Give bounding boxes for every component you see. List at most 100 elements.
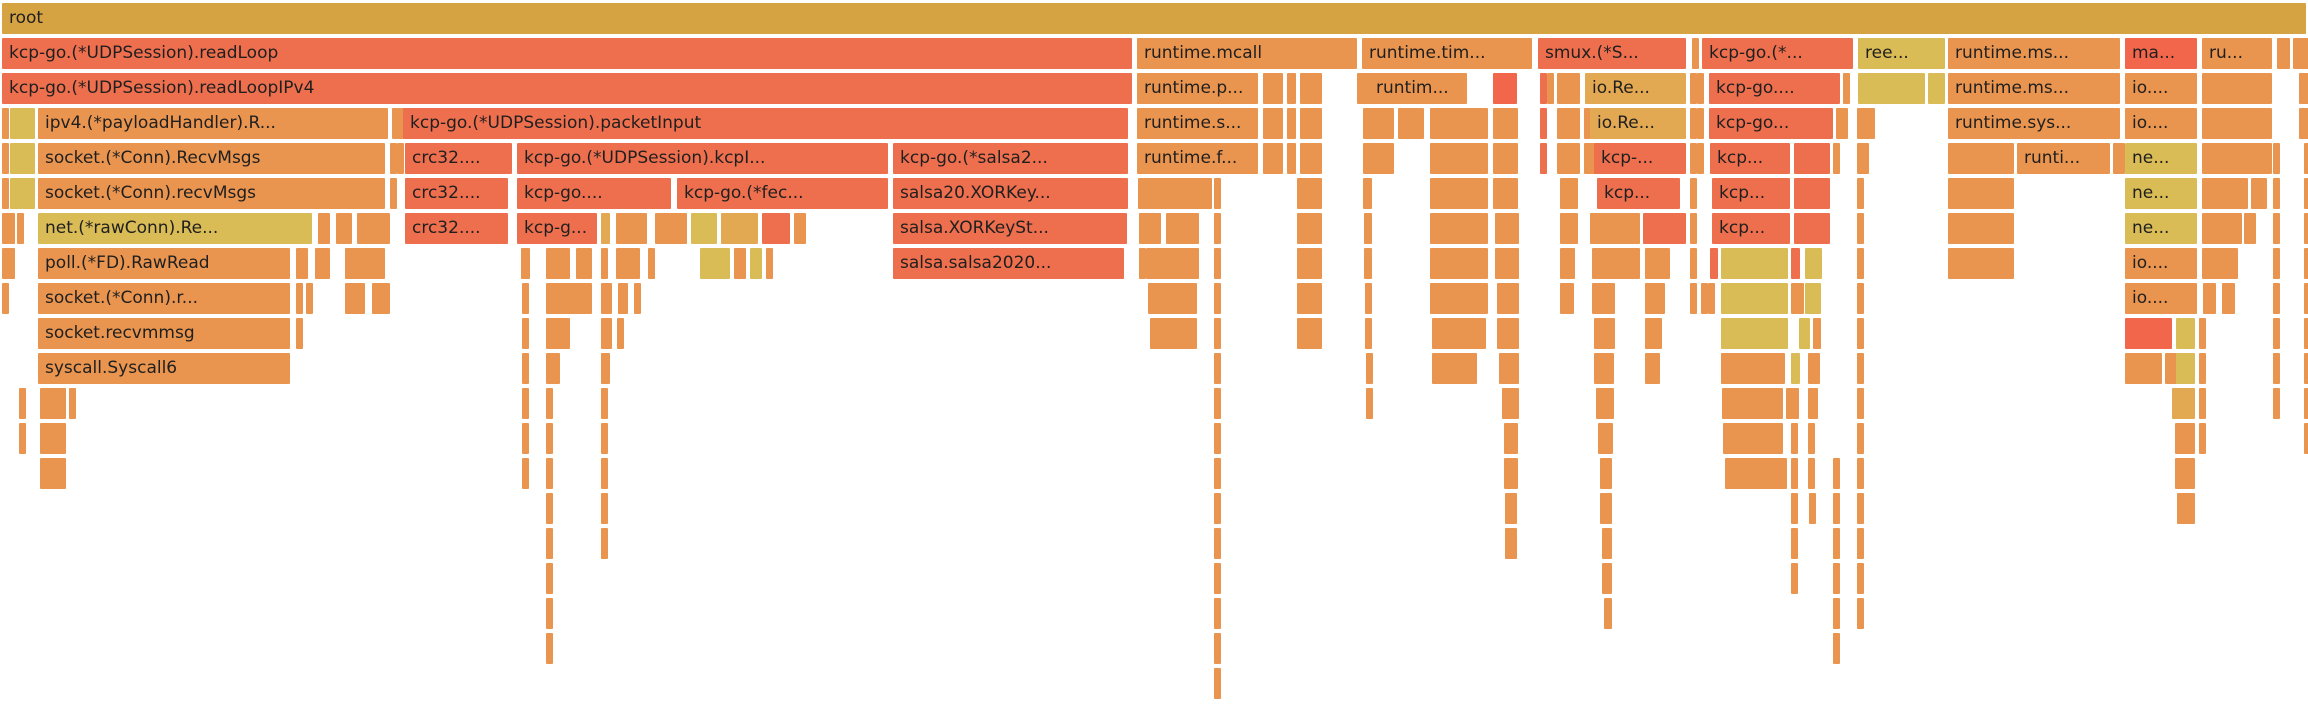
flame-frame[interactable]: [1602, 563, 1612, 594]
flame-frame[interactable]: [1721, 353, 1785, 384]
flame-frame[interactable]: [1297, 213, 1322, 244]
flame-frame[interactable]: [1505, 528, 1517, 559]
flame-frame-kcp-go-udpsession-readloop[interactable]: kcp-go.(*UDPSession).readLoop: [2, 38, 1132, 69]
flame-frame[interactable]: [1540, 73, 1547, 104]
flame-frame[interactable]: [734, 248, 746, 279]
flame-frame[interactable]: [2175, 458, 2195, 489]
flame-frame[interactable]: [1697, 143, 1704, 174]
flame-frame[interactable]: [1843, 73, 1850, 104]
flame-frame-salsa-xorkeyst[interactable]: salsa.XORKeySt...: [893, 213, 1127, 244]
flame-frame[interactable]: [1948, 213, 2014, 244]
flame-frame[interactable]: [1300, 108, 1322, 139]
flame-frame[interactable]: [1808, 423, 1815, 454]
flame-frame[interactable]: [1833, 528, 1840, 559]
flame-frame[interactable]: [1214, 493, 1221, 524]
flame-frame[interactable]: [1791, 458, 1798, 489]
flame-frame-io[interactable]: io....: [2125, 283, 2197, 314]
flame-frame-socket-conn-recvmsgs[interactable]: socket.(*Conn).recvMsgs: [38, 178, 385, 209]
flame-frame[interactable]: [1725, 458, 1787, 489]
flame-frame-root[interactable]: root: [2, 3, 2306, 34]
flame-frame[interactable]: [1701, 283, 1708, 314]
flame-frame-kcp[interactable]: kcp...: [1597, 178, 1680, 209]
flame-frame[interactable]: [2273, 213, 2280, 244]
flame-frame[interactable]: [1592, 248, 1640, 279]
flame-frame[interactable]: [721, 213, 758, 244]
flame-frame[interactable]: [2304, 143, 2308, 174]
flame-frame[interactable]: [1692, 38, 1699, 69]
flame-frame[interactable]: [2, 213, 9, 244]
flame-frame[interactable]: [1594, 353, 1614, 384]
flame-frame-kcp-go[interactable]: kcp-go....: [517, 178, 671, 209]
flame-frame[interactable]: [40, 423, 66, 454]
flame-frame[interactable]: [318, 213, 330, 244]
flame-frame[interactable]: [1857, 458, 1864, 489]
flame-frame[interactable]: [1214, 353, 1221, 384]
flame-frame[interactable]: [546, 388, 553, 419]
flame-frame[interactable]: [1808, 353, 1820, 384]
flame-frame[interactable]: [2202, 248, 2238, 279]
flame-frame[interactable]: [1493, 73, 1517, 104]
flame-frame[interactable]: [1791, 493, 1798, 524]
flame-frame[interactable]: [1645, 248, 1670, 279]
flame-frame[interactable]: [546, 248, 570, 279]
flame-frame[interactable]: [8, 213, 15, 244]
flame-frame[interactable]: [601, 423, 608, 454]
flame-frame[interactable]: [1560, 213, 1578, 244]
flame-frame[interactable]: [1214, 598, 1221, 629]
flame-frame[interactable]: [1430, 143, 1488, 174]
flame-frame[interactable]: [2165, 353, 2172, 384]
flame-frame[interactable]: [398, 108, 405, 139]
flame-frame[interactable]: [522, 423, 529, 454]
flame-frame[interactable]: [1604, 598, 1612, 629]
flame-frame[interactable]: [1857, 213, 1864, 244]
flame-frame[interactable]: [1557, 108, 1580, 139]
flame-frame[interactable]: [2202, 108, 2272, 139]
flame-frame[interactable]: [1643, 213, 1686, 244]
flame-frame[interactable]: [1430, 213, 1488, 244]
flame-frame[interactable]: [2, 108, 9, 139]
flame-frame[interactable]: [794, 213, 806, 244]
flame-frame[interactable]: [601, 458, 608, 489]
flame-frame[interactable]: [2304, 108, 2308, 139]
flame-frame-salsa-salsa2020[interactable]: salsa.salsa2020...: [893, 248, 1124, 279]
flame-frame[interactable]: [1948, 248, 2014, 279]
flame-frame[interactable]: [601, 388, 608, 419]
flame-frame[interactable]: [2277, 38, 2290, 69]
flame-frame[interactable]: [617, 318, 624, 349]
flame-frame-runtim[interactable]: runtim...: [1369, 73, 1467, 104]
flame-frame[interactable]: [1540, 143, 1547, 174]
flame-frame[interactable]: [1710, 248, 1718, 279]
flame-frame[interactable]: [762, 213, 790, 244]
flame-frame[interactable]: [1836, 108, 1843, 139]
flame-frame[interactable]: [601, 283, 612, 314]
flame-frame[interactable]: [1214, 213, 1221, 244]
flame-frame-kcp-go[interactable]: kcp-go...: [1709, 108, 1833, 139]
flame-frame[interactable]: [1857, 248, 1864, 279]
flame-frame-poll-fd-rawread[interactable]: poll.(*FD).RawRead: [38, 248, 290, 279]
flame-frame[interactable]: [1833, 598, 1840, 629]
flame-frame[interactable]: [1502, 388, 1519, 419]
flame-frame[interactable]: [1794, 143, 1830, 174]
flame-frame[interactable]: [345, 248, 385, 279]
flame-frame[interactable]: [1600, 493, 1612, 524]
flame-frame[interactable]: [2304, 248, 2308, 279]
flame-frame[interactable]: [1495, 213, 1519, 244]
flame-frame[interactable]: [2304, 178, 2308, 209]
flame-frame[interactable]: [19, 388, 26, 419]
flame-frame[interactable]: [1722, 388, 1783, 419]
flame-frame[interactable]: [2251, 178, 2267, 209]
flame-frame[interactable]: [1645, 283, 1665, 314]
flame-frame[interactable]: [1841, 108, 1848, 139]
flame-frame[interactable]: [1809, 493, 1816, 524]
flame-frame[interactable]: [1857, 283, 1864, 314]
flame-frame[interactable]: [1690, 108, 1697, 139]
flame-frame[interactable]: [1432, 318, 1486, 349]
flame-frame[interactable]: [1287, 73, 1296, 104]
flame-frame[interactable]: [1589, 143, 1596, 174]
flame-frame[interactable]: [1363, 73, 1370, 104]
flame-frame[interactable]: [1808, 388, 1818, 419]
flame-frame-runtime-sys[interactable]: runtime.sys...: [1948, 108, 2120, 139]
flame-frame[interactable]: [390, 143, 397, 174]
flame-frame-kcp-go-udpsession-packetinput[interactable]: kcp-go.(*UDPSession).packetInput: [403, 108, 1128, 139]
flame-frame-ma[interactable]: ma...: [2125, 38, 2197, 69]
